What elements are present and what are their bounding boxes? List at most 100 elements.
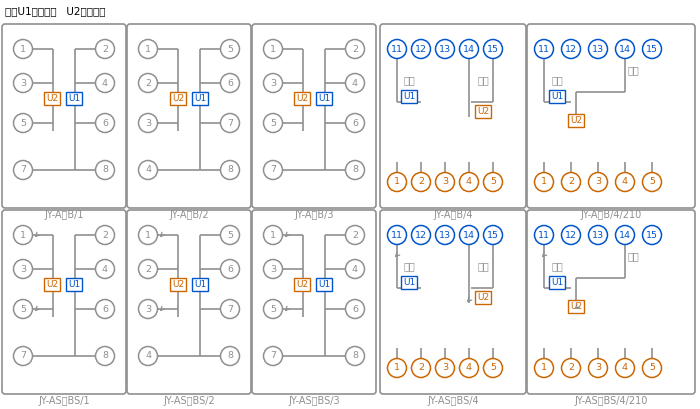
Circle shape: [13, 114, 32, 133]
Circle shape: [263, 114, 283, 133]
Circle shape: [535, 359, 554, 378]
Circle shape: [589, 225, 608, 245]
Bar: [170, 278, 186, 291]
Circle shape: [139, 114, 158, 133]
Text: JY-A、B/1: JY-A、B/1: [44, 210, 84, 220]
Circle shape: [589, 173, 608, 191]
Text: 2: 2: [145, 265, 151, 274]
Circle shape: [615, 40, 634, 58]
Text: JY-AS、BS/4: JY-AS、BS/4: [427, 396, 479, 406]
Circle shape: [220, 160, 239, 180]
Text: 2: 2: [102, 45, 108, 54]
Text: 电源: 电源: [403, 261, 415, 271]
FancyBboxPatch shape: [527, 24, 695, 208]
Text: 启动: 启动: [627, 251, 639, 261]
Text: 8: 8: [352, 166, 358, 175]
Circle shape: [484, 225, 503, 245]
Text: 5: 5: [490, 178, 496, 187]
Circle shape: [459, 173, 479, 191]
Text: 8: 8: [227, 166, 233, 175]
Text: 3: 3: [270, 265, 276, 274]
Text: U2: U2: [477, 107, 489, 116]
Text: 2: 2: [145, 79, 151, 88]
Circle shape: [220, 259, 239, 279]
Circle shape: [346, 346, 365, 366]
Text: 3: 3: [442, 178, 448, 187]
Text: 5: 5: [227, 231, 233, 240]
Circle shape: [412, 40, 430, 58]
Circle shape: [615, 173, 634, 191]
FancyBboxPatch shape: [127, 210, 251, 394]
Circle shape: [412, 173, 430, 191]
Text: 1: 1: [145, 45, 151, 54]
Circle shape: [263, 346, 283, 366]
Text: 1: 1: [270, 231, 276, 240]
Text: 2: 2: [418, 364, 424, 373]
Text: U1: U1: [403, 92, 415, 101]
Text: 4: 4: [352, 79, 358, 88]
Text: 1: 1: [20, 231, 26, 240]
Bar: [66, 278, 82, 291]
Text: 5: 5: [20, 119, 26, 128]
Circle shape: [220, 114, 239, 133]
Text: 5: 5: [270, 304, 276, 314]
Text: U1: U1: [194, 94, 206, 103]
Text: U2: U2: [570, 302, 582, 311]
Text: 3: 3: [270, 79, 276, 88]
Text: 1: 1: [541, 364, 547, 373]
Circle shape: [346, 225, 365, 245]
Circle shape: [589, 359, 608, 378]
Circle shape: [535, 225, 554, 245]
FancyBboxPatch shape: [2, 210, 126, 394]
Bar: [568, 300, 584, 313]
Text: 2: 2: [418, 178, 424, 187]
Bar: [475, 105, 491, 118]
Text: 5: 5: [649, 364, 655, 373]
Text: 15: 15: [487, 231, 499, 240]
Circle shape: [220, 74, 239, 92]
Text: 14: 14: [463, 45, 475, 54]
Text: U1: U1: [68, 280, 80, 289]
Text: U1: U1: [403, 278, 415, 287]
Text: 6: 6: [102, 304, 108, 314]
Circle shape: [139, 346, 158, 366]
Text: 5: 5: [270, 119, 276, 128]
Text: 12: 12: [565, 45, 577, 54]
Bar: [192, 278, 208, 291]
Text: 1: 1: [394, 364, 400, 373]
Circle shape: [346, 74, 365, 92]
Circle shape: [220, 225, 239, 245]
Text: 4: 4: [145, 166, 151, 175]
Circle shape: [220, 346, 239, 366]
Circle shape: [435, 40, 454, 58]
Text: 13: 13: [439, 45, 451, 54]
FancyBboxPatch shape: [380, 24, 526, 208]
Circle shape: [139, 225, 158, 245]
Circle shape: [459, 40, 479, 58]
Text: U2: U2: [46, 280, 58, 289]
Text: 3: 3: [442, 364, 448, 373]
FancyBboxPatch shape: [2, 24, 126, 208]
Text: JY-AS、BS/3: JY-AS、BS/3: [288, 396, 340, 406]
Bar: [568, 114, 584, 127]
Circle shape: [484, 359, 503, 378]
Text: 4: 4: [466, 364, 472, 373]
Circle shape: [435, 359, 454, 378]
Circle shape: [13, 160, 32, 180]
Text: 4: 4: [102, 79, 108, 88]
Circle shape: [643, 225, 662, 245]
Text: 5: 5: [20, 304, 26, 314]
Circle shape: [95, 259, 115, 279]
Circle shape: [561, 173, 580, 191]
Circle shape: [95, 114, 115, 133]
FancyBboxPatch shape: [252, 24, 376, 208]
Circle shape: [13, 259, 32, 279]
Text: 电源: 电源: [403, 75, 415, 85]
Circle shape: [435, 173, 454, 191]
Bar: [44, 278, 60, 291]
Circle shape: [220, 40, 239, 58]
Text: JY-AS、BS/1: JY-AS、BS/1: [38, 396, 90, 406]
Text: 8: 8: [352, 351, 358, 360]
Text: JY-A、B/2: JY-A、B/2: [169, 210, 209, 220]
Text: 2: 2: [568, 364, 574, 373]
